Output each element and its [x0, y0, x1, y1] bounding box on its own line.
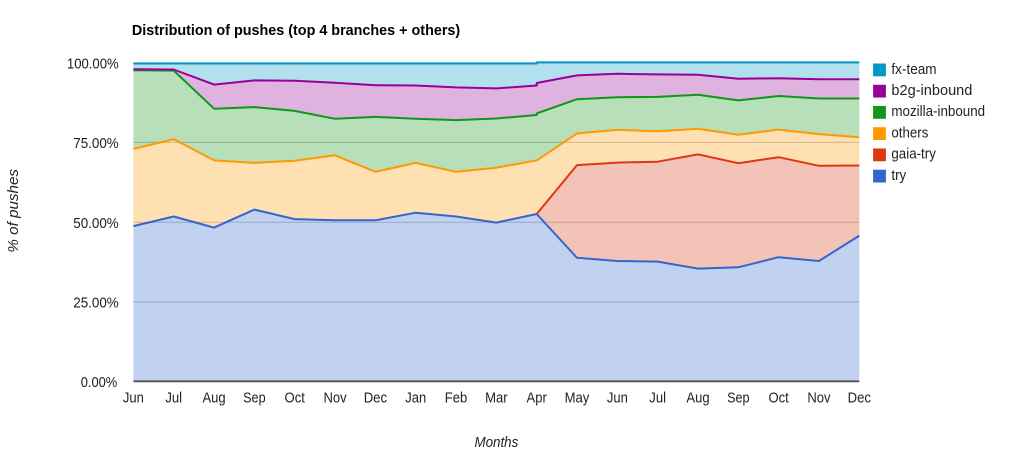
svg-text:Jan: Jan [405, 390, 426, 407]
svg-text:Sep: Sep [727, 390, 750, 407]
svg-text:100.00%: 100.00% [67, 56, 119, 73]
svg-text:May: May [565, 390, 590, 407]
svg-text:b2g-inbound: b2g-inbound [891, 82, 972, 99]
svg-text:Aug: Aug [686, 390, 709, 407]
svg-text:Jul: Jul [649, 390, 666, 407]
svg-text:Mar: Mar [485, 390, 508, 407]
svg-text:Nov: Nov [323, 390, 347, 407]
svg-text:Dec: Dec [364, 390, 388, 407]
svg-text:50.00%: 50.00% [73, 215, 118, 232]
svg-text:Distribution of pushes (top 4: Distribution of pushes (top 4 branches +… [132, 23, 460, 39]
svg-text:Apr: Apr [527, 390, 547, 407]
svg-text:Jun: Jun [123, 390, 144, 407]
svg-text:Nov: Nov [807, 390, 831, 407]
svg-text:Months: Months [475, 434, 519, 451]
svg-text:25.00%: 25.00% [73, 295, 118, 312]
svg-text:mozilla-inbound: mozilla-inbound [891, 103, 985, 120]
svg-text:75.00%: 75.00% [73, 135, 118, 152]
svg-text:Aug: Aug [202, 390, 225, 407]
svg-text:others: others [891, 124, 928, 141]
svg-text:Jun: Jun [607, 390, 628, 407]
svg-text:0.00%: 0.00% [81, 374, 118, 391]
svg-text:Oct: Oct [768, 390, 789, 407]
svg-text:Sep: Sep [243, 390, 266, 407]
svg-text:Dec: Dec [848, 390, 872, 407]
svg-text:fx-team: fx-team [891, 61, 936, 78]
svg-text:% of pushes: % of pushes [5, 169, 22, 253]
svg-text:try: try [891, 167, 906, 184]
svg-text:gaia-try: gaia-try [891, 146, 936, 163]
svg-text:Oct: Oct [285, 390, 306, 407]
svg-text:Feb: Feb [445, 390, 468, 407]
svg-text:Jul: Jul [165, 390, 182, 407]
